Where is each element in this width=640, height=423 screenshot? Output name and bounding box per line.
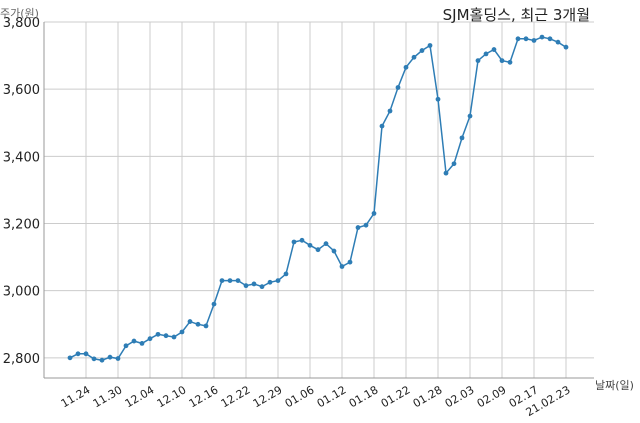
x-tick-label: 12.29 — [251, 383, 285, 410]
axes — [43, 22, 594, 379]
data-point — [395, 85, 401, 90]
y-tick-label: 3,000 — [3, 285, 40, 300]
data-point — [283, 271, 289, 277]
y-tick-label: 3,400 — [3, 150, 40, 165]
data-point — [523, 36, 529, 42]
x-tick-label: 01.28 — [411, 383, 445, 410]
data-point — [491, 47, 497, 52]
x-tick-label: 12.10 — [155, 383, 189, 410]
data-point — [315, 247, 321, 253]
data-point — [275, 278, 281, 284]
x-tick-label: 02.03 — [443, 383, 477, 410]
data-point — [123, 343, 129, 349]
grid — [44, 21, 594, 378]
data-point — [131, 338, 137, 344]
x-tick-label: 01.12 — [315, 383, 349, 410]
data-point — [347, 259, 353, 265]
data-point — [459, 135, 465, 141]
data-point — [507, 59, 513, 65]
data-point — [107, 354, 113, 360]
x-tick-label: 12.16 — [187, 383, 221, 410]
data-point — [83, 351, 89, 357]
x-tick-label: 11.24 — [59, 383, 93, 410]
y-tick-label: 3,600 — [3, 83, 40, 98]
data-point — [331, 248, 337, 254]
data-point — [219, 278, 225, 284]
y-tick-label: 3,200 — [3, 218, 40, 233]
data-point — [251, 281, 257, 287]
data-point — [211, 301, 217, 307]
data-point — [563, 44, 569, 50]
y-tick-label: 2,800 — [3, 352, 40, 367]
y-axis-label: 주가(원) — [0, 7, 39, 20]
x-tick-label: 01.06 — [283, 383, 317, 410]
data-point — [179, 329, 185, 335]
data-point — [427, 43, 433, 48]
data-point — [155, 331, 161, 337]
data-point — [243, 283, 249, 289]
x-tick-label: 01.18 — [347, 383, 381, 410]
data-point — [195, 321, 201, 327]
y-tick-labels: 2,800 3,000 3,200 3,400 3,600 3,800 — [3, 16, 40, 367]
data-point — [267, 279, 273, 285]
data-point — [531, 38, 537, 43]
data-point — [379, 123, 385, 129]
data-point — [115, 356, 121, 361]
x-tick-label: 11.30 — [91, 383, 125, 410]
data-point — [355, 225, 361, 230]
data-point — [139, 341, 145, 346]
data-point — [147, 336, 153, 342]
data-point — [307, 242, 313, 248]
data-point — [555, 39, 561, 45]
data-point — [411, 54, 417, 60]
data-point — [67, 355, 73, 361]
data-point — [203, 323, 209, 329]
data-point — [163, 333, 169, 339]
price-series — [67, 34, 569, 363]
price-line — [69, 36, 567, 361]
data-point — [291, 239, 297, 245]
data-point — [403, 64, 409, 70]
data-point — [227, 278, 233, 284]
data-point — [187, 319, 193, 324]
x-tick-label: 12.04 — [123, 383, 157, 410]
data-point — [515, 36, 521, 42]
data-point — [547, 36, 553, 42]
data-point — [475, 58, 481, 64]
data-point — [339, 264, 345, 269]
data-point — [75, 351, 81, 357]
data-point — [443, 170, 449, 176]
x-tick-labels: 11.2411.3012.0412.1012.1612.2212.2901.06… — [59, 383, 573, 419]
x-tick-label: 12.22 — [219, 383, 253, 410]
data-point — [171, 334, 177, 340]
y-tick-label: 3,800 — [3, 16, 40, 31]
data-point — [371, 211, 377, 216]
data-point — [435, 96, 441, 102]
data-point — [539, 34, 545, 40]
data-point — [299, 237, 305, 243]
data-point — [419, 48, 425, 53]
x-axis-label: 날짜(일) — [595, 378, 634, 392]
data-point — [467, 113, 473, 119]
chart-title: SJM홀딩스, 최근 3개월 — [443, 6, 590, 24]
x-tick-label: 01.22 — [379, 383, 413, 410]
data-point — [235, 278, 241, 284]
x-tick-label: 02.09 — [475, 383, 509, 410]
data-point — [323, 241, 329, 247]
data-point — [483, 51, 489, 57]
data-point — [99, 357, 105, 363]
data-point — [499, 58, 505, 64]
data-point — [451, 161, 457, 167]
data-point — [91, 356, 97, 362]
data-point — [259, 284, 265, 290]
data-point — [363, 222, 369, 228]
data-point — [387, 108, 393, 114]
